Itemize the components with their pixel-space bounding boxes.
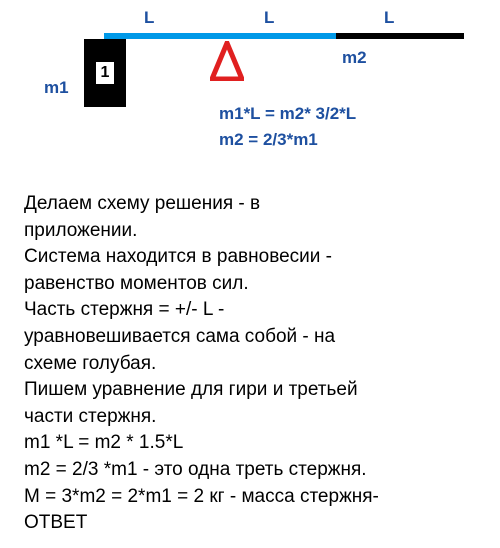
text-line-7: схеме голубая. [24,351,476,378]
text-line-8: Пишем уравнение для гири и третьей [24,377,476,404]
beam-blue-segment [104,33,336,39]
label-L-right: L [384,8,394,28]
pivot-triangle [210,41,244,81]
text-line-10: m1 *L = m2 * 1.5*L [24,430,476,457]
text-line-13: ОТВЕТ [24,510,476,537]
text-line-6: уравновешивается сама собой - на [24,324,476,351]
equation-m2: m2 = 2/3*m1 [219,130,318,150]
solution-text: Делаем схему решения - в приложении. Сис… [24,191,476,537]
weight-block: 1 [84,39,126,107]
text-line-9: части стержня. [24,404,476,431]
label-m1: m1 [44,78,69,98]
label-L-center: L [264,8,274,28]
text-line-11: m2 = 2/3 *m1 - это одна треть стержня. [24,457,476,484]
label-m2: m2 [342,48,367,68]
label-L-left: L [144,8,154,28]
text-line-12: M = 3*m2 = 2*m1 = 2 кг - масса стержня- [24,484,476,511]
text-line-2: приложении. [24,218,476,245]
weight-number: 1 [96,62,114,84]
physics-diagram: L L L 1 m1 m2 m1*L = m2* 3/2*L m2 = 2/3*… [24,8,464,183]
text-line-1: Делаем схему решения - в [24,191,476,218]
text-line-4: равенство моментов сил. [24,271,476,298]
text-line-3: Система находится в равновесии - [24,244,476,271]
text-line-5: Часть стержня = +/- L - [24,297,476,324]
beam-black-segment [336,33,464,39]
equation-moments: m1*L = m2* 3/2*L [219,104,356,124]
